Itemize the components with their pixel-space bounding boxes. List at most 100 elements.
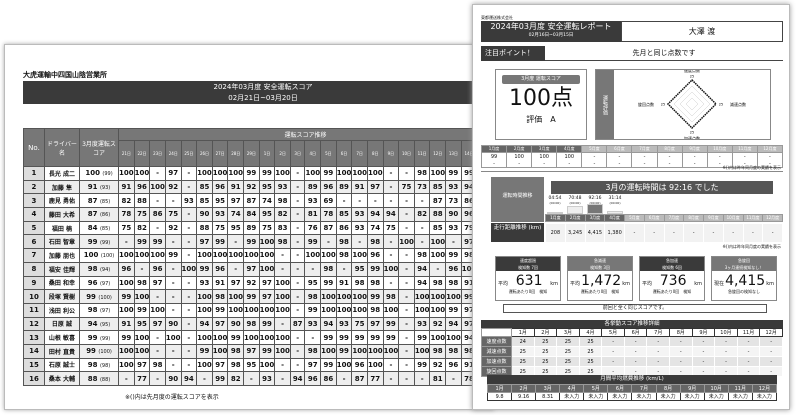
stat-title: 急減速	[594, 258, 606, 263]
row-no: 10	[23, 289, 45, 304]
axis-value: 25	[533, 356, 558, 367]
daily-score: 97	[227, 275, 245, 291]
daily-score: -	[304, 261, 322, 277]
monthly-score: 94 (95)	[78, 316, 120, 332]
daily-score: -	[180, 166, 198, 181]
day-header: 2日	[274, 140, 291, 167]
distance-value: -	[742, 223, 764, 243]
daily-score: -	[382, 193, 400, 209]
daily-score: 98	[366, 275, 384, 291]
score-box: 3月度 運転スコア 100点 評価 A	[495, 69, 587, 140]
daily-score: -	[164, 234, 182, 250]
daily-score: -	[382, 248, 400, 263]
stat-value-row: 平均 631 km	[496, 271, 560, 289]
score-value: 100	[83, 251, 99, 260]
daily-score: -	[382, 179, 400, 195]
daily-score: 100	[320, 302, 337, 318]
prev-score: (85)	[99, 226, 111, 233]
driver-name: 長光 成二	[43, 166, 80, 181]
sheet-title: 2024年03月度 安全運転スコア	[213, 83, 313, 91]
axis-value: 24	[511, 336, 535, 347]
axis-value: -	[759, 346, 783, 357]
time-bar	[587, 204, 603, 214]
month-header: 9月度	[681, 145, 708, 153]
daily-score: 100	[118, 166, 135, 181]
month-score: -	[656, 152, 683, 161]
daily-score: -	[289, 275, 306, 291]
daily-score: 100	[133, 289, 151, 304]
fuel-month: 7月	[631, 384, 657, 393]
daily-score: 98	[227, 343, 245, 359]
fuel-title: 月間平均燃費推移 (km/L)	[487, 375, 777, 384]
daily-score: -	[180, 316, 198, 332]
distance-value: -	[762, 223, 783, 243]
daily-score: 100	[335, 302, 353, 318]
daily-score: 99	[258, 316, 276, 332]
daily-score: 99	[211, 371, 229, 386]
month-header: 5月度	[581, 145, 608, 153]
daily-score: -	[180, 289, 198, 304]
daily-score: 100	[274, 330, 291, 345]
score-value: 98	[87, 360, 98, 369]
daily-score: 92	[243, 179, 260, 195]
daily-score: 92	[429, 316, 447, 332]
daily-score: 99	[304, 302, 322, 318]
daily-score: 86	[335, 220, 353, 236]
month-header: 7月度	[663, 214, 685, 222]
daily-score: -	[398, 207, 415, 222]
daily-score: 92	[164, 220, 182, 236]
time-column: 92:16 (00:00)	[585, 196, 605, 205]
axis-value: 25	[578, 356, 603, 367]
table-row: 13 山根 敏喜 99 (99) 99 100-100-100 100 99 100 100 10…	[23, 330, 493, 345]
daily-score: -	[164, 357, 182, 373]
axis-value: -	[646, 346, 671, 357]
stat-unit: km	[694, 281, 702, 287]
daily-score: -	[289, 179, 306, 195]
daily-score: -	[289, 248, 306, 263]
score-value: 94	[87, 319, 98, 328]
fuel-month: 8月	[655, 384, 681, 393]
radar-axis-label: 減速点数	[730, 101, 746, 107]
daily-score: 96	[211, 179, 229, 195]
axis-value: -	[601, 336, 625, 347]
score-value: 100点	[509, 86, 573, 111]
monthly-score: 100 (99)	[78, 166, 120, 181]
fuel-value: 未入力	[631, 392, 657, 401]
day-header: 6日	[335, 140, 353, 167]
day-header: 7日	[351, 140, 368, 167]
daily-score: 100	[335, 289, 353, 304]
month-score: -	[631, 152, 658, 161]
day-header: 21日	[118, 140, 135, 167]
daily-score: 82	[118, 193, 135, 209]
daily-score: -	[180, 220, 198, 236]
stat-prefix: 平均	[642, 281, 653, 287]
daily-score: 85	[429, 220, 447, 236]
daily-score: -	[227, 261, 245, 277]
daily-score: -	[196, 371, 213, 386]
time-prev: (00:00)	[589, 201, 601, 205]
distance-value: -	[703, 223, 724, 243]
daily-score: 69	[320, 193, 337, 209]
stat-count: 検知数 7回	[518, 265, 538, 270]
stat-title: 速度超過	[520, 258, 536, 263]
row-no: 16	[23, 371, 45, 386]
daily-score: 93	[196, 275, 213, 291]
daily-score: 98	[366, 302, 384, 318]
daily-score: 100	[149, 179, 166, 195]
distance-value: 208	[545, 223, 566, 243]
daily-score: -	[164, 343, 182, 359]
daily-score: 81	[304, 207, 322, 222]
daily-score: 100	[164, 330, 182, 345]
daily-score: -	[289, 234, 306, 250]
axis-month: 9月	[691, 328, 716, 337]
daily-score: 87	[429, 193, 447, 209]
daily-score: -	[180, 207, 198, 222]
daily-score: 100	[258, 330, 276, 345]
stat-sub: 運転あたり0回 検知	[508, 289, 548, 294]
daily-score: 99	[382, 316, 400, 332]
daily-score: 93	[274, 179, 291, 195]
axis-row: 加速点数 25 25 25 25- - - - - - - -	[481, 356, 783, 367]
daily-score: 100	[258, 248, 276, 263]
daily-score: 100	[196, 357, 213, 373]
fuel-month: 9月	[679, 384, 705, 393]
